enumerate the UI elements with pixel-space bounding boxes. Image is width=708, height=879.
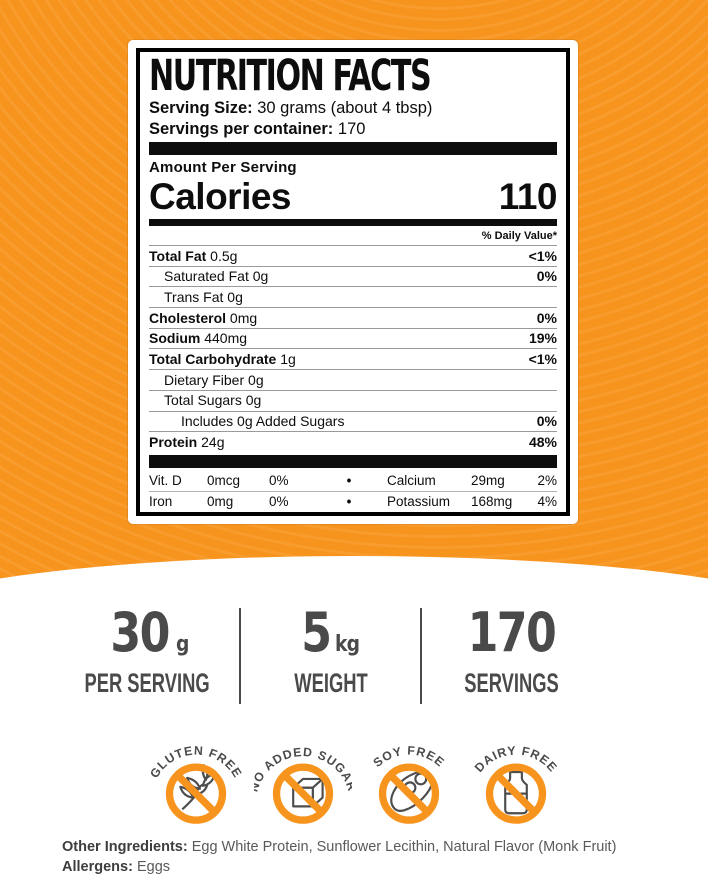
stat-value: 170 xyxy=(467,601,556,664)
nutrient-row: Cholesterol 0mg 0% xyxy=(149,308,557,329)
nutrient-row: Includes 0g Added Sugars 0% xyxy=(149,412,557,433)
allergens-label: Allergens: xyxy=(62,858,133,875)
nutrient-rows: Total Fat 0.5g <1% Saturated Fat 0g 0% Trans… xyxy=(149,246,557,452)
micro-amount: 29mg xyxy=(471,472,505,488)
stat-label: SERVINGS xyxy=(464,668,559,698)
serving-size-line: Serving Size: 30 grams (about 4 tbsp) xyxy=(149,98,557,119)
daily-value-header: % Daily Value* xyxy=(149,227,557,246)
bullet-separator: • xyxy=(346,493,352,509)
prohibited-ring xyxy=(272,763,333,824)
stat-per-serving: 30 g PER SERVING xyxy=(55,602,239,710)
stat-weight: 5 kg WEIGHT xyxy=(241,602,420,710)
nutrient-row: Trans Fat 0g xyxy=(149,287,557,309)
dietary-badges: GLUTEN FREE NO ADDED SUGAR xyxy=(147,720,565,832)
allergens-line: Allergens: Eggs xyxy=(62,858,662,878)
ingredients-footer: Other Ingredients: Egg White Protein, Su… xyxy=(62,838,662,877)
nutrient-row: Total Sugars 0g xyxy=(149,391,557,412)
serving-size-label: Serving Size: xyxy=(149,99,253,117)
stat-unit: g xyxy=(175,632,189,657)
nutrient-row: Total Fat 0.5g <1% xyxy=(149,246,557,267)
allergens-value: Eggs xyxy=(136,858,171,875)
nutrition-facts-inner-box: NUTRITION FACTS Serving Size: 30 grams (… xyxy=(136,48,570,516)
bullet-separator: • xyxy=(346,472,352,488)
nutrient-row: Protein 24g 48% xyxy=(149,433,557,450)
gluten-free-badge: GLUTEN FREE xyxy=(147,744,245,824)
micro-dv: 4% xyxy=(537,493,557,509)
micronutrient-row: Vit. D 0mcg 0% • Calcium 29mg 2% xyxy=(149,471,557,492)
prohibited-ring xyxy=(379,763,440,824)
prohibited-ring xyxy=(485,763,547,824)
nutrition-facts-title: NUTRITION FACTS xyxy=(149,51,432,101)
amount-per-serving-label: Amount Per Serving xyxy=(149,159,297,176)
divider-bar-medium xyxy=(149,219,557,226)
dairy-free-badge: DAIRY FREE xyxy=(472,744,559,824)
micro-dv: 0% xyxy=(269,472,289,488)
divider-bar-thin xyxy=(149,514,557,516)
prohibited-slash xyxy=(174,772,218,815)
stats-divider xyxy=(239,608,242,704)
micronutrient-row: Iron 0mg 0% • Potassium 168mg 4% xyxy=(149,492,557,512)
micro-amount: 168mg xyxy=(471,493,513,509)
other-ingredients-value: Egg White Protein, Sunflower Lecithin, N… xyxy=(191,839,617,855)
nutrient-row: Saturated Fat 0g 0% xyxy=(149,267,557,288)
nutrition-facts-label: NUTRITION FACTS Serving Size: 30 grams (… xyxy=(128,40,578,524)
stat-value: 5 xyxy=(301,601,332,664)
prohibited-ring xyxy=(165,763,227,824)
divider-bar-thick xyxy=(149,454,557,468)
other-ingredients-line: Other Ingredients: Egg White Protein, Su… xyxy=(62,838,662,858)
servings-per-container-label: Servings per container: xyxy=(149,119,334,138)
divider-bar-thick xyxy=(149,142,557,155)
prohibited-slash xyxy=(281,772,324,815)
prohibited-slash xyxy=(388,772,431,815)
micro-name: Calcium xyxy=(387,472,436,488)
nutrient-row: Total Carbohydrate 1g <1% xyxy=(149,349,557,371)
stats-divider xyxy=(420,608,423,704)
calories-row: Calories 110 xyxy=(149,176,558,217)
micro-amount: 0mcg xyxy=(207,472,241,488)
other-ingredients-label: Other Ingredients: xyxy=(62,839,188,855)
prohibited-slash xyxy=(494,772,538,815)
calories-value: 110 xyxy=(498,176,558,217)
servings-per-container-line: Servings per container: 170 xyxy=(149,119,557,140)
stat-unit: kg xyxy=(334,632,360,657)
product-stats-strip: 30 g PER SERVING 5 kg WEIGHT 170 SERVINGS xyxy=(55,602,601,710)
no-added-sugar-badge: NO ADDED SUGAR xyxy=(254,745,352,824)
stat-servings: 170 SERVINGS xyxy=(422,602,601,710)
serving-size-value: 30 grams (about 4 tbsp) xyxy=(257,99,433,117)
micro-name: Potassium xyxy=(387,493,451,509)
micro-name: Iron xyxy=(149,493,173,509)
stat-value: 30 xyxy=(109,601,170,664)
stat-label: WEIGHT xyxy=(293,668,368,698)
servings-per-container-value: 170 xyxy=(337,119,366,138)
micro-dv: 2% xyxy=(537,472,557,488)
soy-free-badge: SOY FREE xyxy=(371,744,447,824)
micro-dv: 0% xyxy=(269,493,289,509)
badge-arc-text: GLUTEN FREE xyxy=(147,744,244,781)
micro-name: Vit. D xyxy=(149,472,182,488)
micro-amount: 0mg xyxy=(207,493,234,509)
calories-label: Calories xyxy=(149,176,292,217)
svg-text:GLUTEN FREE: GLUTEN FREE xyxy=(147,744,245,781)
nutrient-row: Dietary Fiber 0g xyxy=(149,370,557,391)
white-curve-background xyxy=(0,556,708,879)
nutrient-row: Sodium 440mg 19% xyxy=(149,329,557,350)
stat-label: PER SERVING xyxy=(84,668,210,698)
